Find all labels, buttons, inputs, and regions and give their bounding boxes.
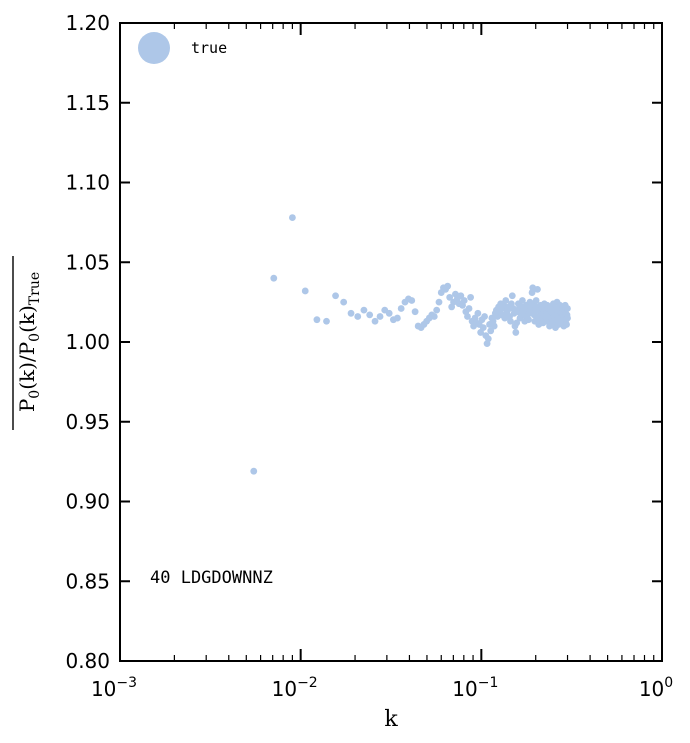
legend: true bbox=[138, 32, 227, 64]
data-point bbox=[270, 274, 278, 282]
data-point bbox=[250, 467, 258, 475]
y-tick-label: 0.90 bbox=[65, 490, 110, 514]
x-tick-labels: 10−3 10−2 10−1 100 bbox=[91, 675, 673, 701]
data-point bbox=[487, 327, 495, 335]
data-point bbox=[340, 298, 348, 306]
data-point bbox=[360, 306, 368, 314]
data-point bbox=[354, 313, 362, 320]
x-tick-label: 10−3 bbox=[91, 675, 137, 701]
data-point bbox=[289, 214, 296, 221]
plot-frame bbox=[119, 22, 663, 662]
y-tick-label: 0.80 bbox=[65, 649, 110, 673]
data-point bbox=[371, 317, 379, 325]
data-point bbox=[444, 282, 452, 290]
data-point bbox=[563, 321, 570, 328]
data-point bbox=[332, 292, 339, 300]
data-point bbox=[433, 306, 441, 314]
data-point bbox=[313, 316, 321, 324]
data-point bbox=[525, 316, 532, 324]
data-point bbox=[502, 297, 510, 304]
data-point bbox=[532, 297, 540, 304]
y-tick-label: 0.95 bbox=[65, 410, 110, 434]
data-point bbox=[513, 319, 521, 327]
data-point bbox=[435, 298, 443, 306]
data-point bbox=[519, 297, 526, 304]
data-point bbox=[474, 309, 482, 317]
y-tick-label: 1.15 bbox=[65, 91, 110, 115]
data-point bbox=[430, 313, 438, 320]
annotation-text: 40 LDGDOWNNZ bbox=[150, 568, 273, 588]
data-point bbox=[479, 324, 487, 332]
y-tick-label: 1.00 bbox=[65, 330, 110, 354]
y-tick-labels: 0.80 0.85 0.90 0.95 1.00 1.05 1.10 1.15 1.20 bbox=[65, 11, 110, 673]
data-point bbox=[534, 285, 541, 293]
y-tick-label: 1.05 bbox=[65, 250, 110, 274]
x-axis-label: k bbox=[384, 707, 398, 732]
x-tick-label: 10−2 bbox=[272, 675, 318, 701]
data-point bbox=[464, 313, 471, 320]
data-point bbox=[467, 293, 474, 301]
data-point bbox=[465, 305, 473, 312]
data-point bbox=[507, 317, 514, 325]
y-axis-label: P0(k)/P0(k)True bbox=[12, 256, 43, 430]
legend-label: true bbox=[191, 39, 227, 57]
data-point bbox=[481, 313, 488, 320]
x-tick-label: 100 bbox=[639, 675, 673, 701]
scatter-points bbox=[250, 214, 571, 475]
data-point bbox=[446, 293, 454, 301]
data-point bbox=[397, 305, 405, 312]
y-tick-label: 1.10 bbox=[65, 171, 110, 195]
data-point bbox=[490, 322, 498, 330]
data-point bbox=[512, 329, 520, 336]
data-point bbox=[564, 314, 571, 322]
data-point bbox=[411, 308, 419, 316]
data-point bbox=[508, 292, 516, 300]
data-point bbox=[385, 309, 393, 317]
data-point bbox=[301, 287, 309, 295]
data-point bbox=[457, 292, 465, 300]
data-point bbox=[376, 313, 384, 320]
y-tick-label: 0.85 bbox=[65, 569, 110, 593]
data-point bbox=[484, 335, 492, 343]
data-point bbox=[460, 297, 468, 304]
svg-text:P0(k)/P0(k)True: P0(k)/P0(k)True bbox=[15, 272, 43, 412]
data-point bbox=[323, 317, 330, 325]
data-point bbox=[408, 297, 416, 304]
data-point bbox=[564, 305, 571, 312]
legend-marker bbox=[138, 32, 170, 64]
y-tick-label: 1.20 bbox=[65, 11, 110, 35]
x-tick-label: 10−1 bbox=[452, 675, 498, 701]
data-point bbox=[393, 314, 401, 322]
data-point bbox=[366, 311, 374, 319]
axis-ticks bbox=[119, 22, 663, 662]
data-point bbox=[347, 309, 355, 317]
